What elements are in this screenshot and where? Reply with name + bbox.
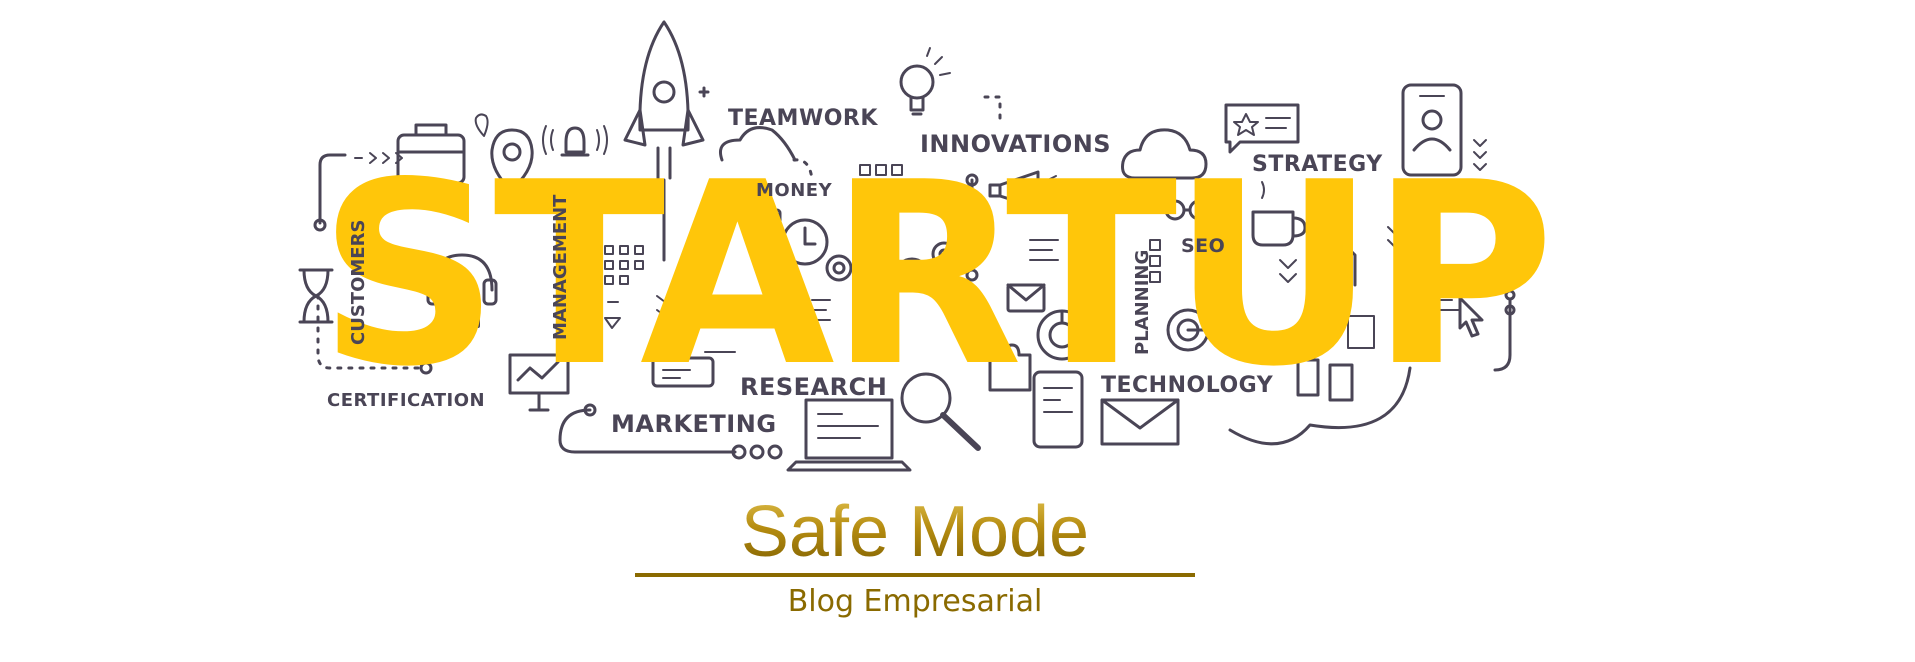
wallet-icon <box>750 208 782 234</box>
tablet-icon <box>1032 370 1084 449</box>
megaphone-icon <box>988 170 1059 210</box>
bell-icon <box>542 125 608 157</box>
clock-icon <box>781 218 829 266</box>
cloud-icon <box>1121 128 1208 180</box>
brand-divider <box>635 573 1195 577</box>
magnifier-icon <box>900 372 981 451</box>
laptop-icon <box>786 398 912 472</box>
keyword-strategy: STRATEGY <box>1252 152 1383 177</box>
keyword-money: MONEY <box>756 180 833 201</box>
brand-subtitle: Blog Empresarial <box>787 584 1043 619</box>
briefcase-icon <box>396 123 466 185</box>
presentation-board-icon <box>508 353 570 412</box>
gears-icon <box>894 241 957 293</box>
headphones-icon <box>426 253 498 306</box>
documents-icon <box>1313 243 1357 297</box>
chat-star-icon <box>1224 103 1300 154</box>
smartphone-user-icon <box>1401 83 1463 177</box>
keyword-teamwork: TEAMWORK <box>728 106 878 131</box>
coffee-cup-icon <box>1251 181 1307 247</box>
brand-title: Safe Mode <box>640 492 1190 572</box>
envelope-icon <box>1006 283 1046 313</box>
cursor-icon <box>1458 296 1484 338</box>
keyword-certification: CERTIFICATION <box>327 390 486 411</box>
hourglass-icon <box>298 268 334 324</box>
keyword-technology: TECHNOLOGY <box>1101 373 1274 398</box>
target-icon <box>1166 308 1232 352</box>
keyword-research: RESEARCH <box>740 373 888 401</box>
puzzle-icon <box>988 343 1354 402</box>
keyword-innovations: INNOVATIONS <box>920 130 1112 158</box>
pen-icon <box>1076 218 1092 304</box>
keyword-planning: PLANNING <box>1132 249 1153 355</box>
startup-headline: STARTUP <box>318 129 1555 422</box>
lightbulb-icon <box>899 47 951 116</box>
map-pin-icon <box>474 113 534 192</box>
glasses-icon <box>1164 199 1210 221</box>
keyword-customers: CUSTOMERS <box>348 219 369 345</box>
keyword-seo: SEO <box>1181 235 1226 257</box>
pie-chart-icon <box>1036 309 1088 361</box>
rocket-icon <box>623 20 705 262</box>
keyword-marketing: MARKETING <box>611 410 777 438</box>
keyword-management: MANAGEMENT <box>550 194 571 340</box>
